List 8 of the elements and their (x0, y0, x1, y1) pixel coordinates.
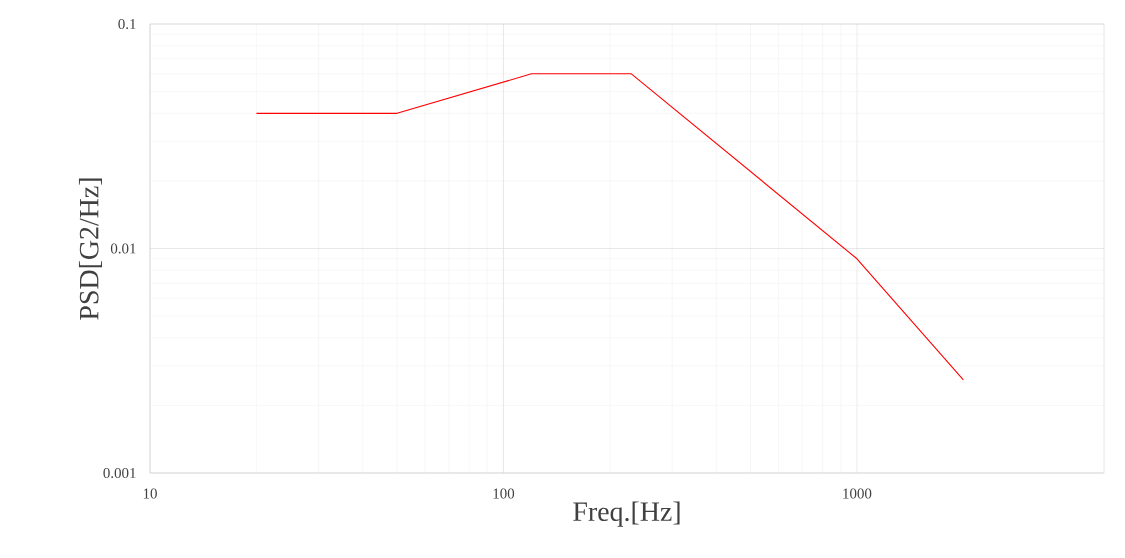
y-axis-title: PSD[G2/Hz] (78, 178, 103, 320)
x-axis-title: Freq.[Hz] (573, 501, 680, 527)
y-tick-label: 0.1 (118, 18, 136, 30)
y-tick-label: 0.01 (110, 243, 136, 254)
y-tick-label: 0.001 (103, 467, 136, 479)
x-tick-label: 1000 (843, 488, 872, 499)
x-tick-label: 10 (143, 488, 157, 499)
x-tick-label: 100 (493, 488, 515, 499)
